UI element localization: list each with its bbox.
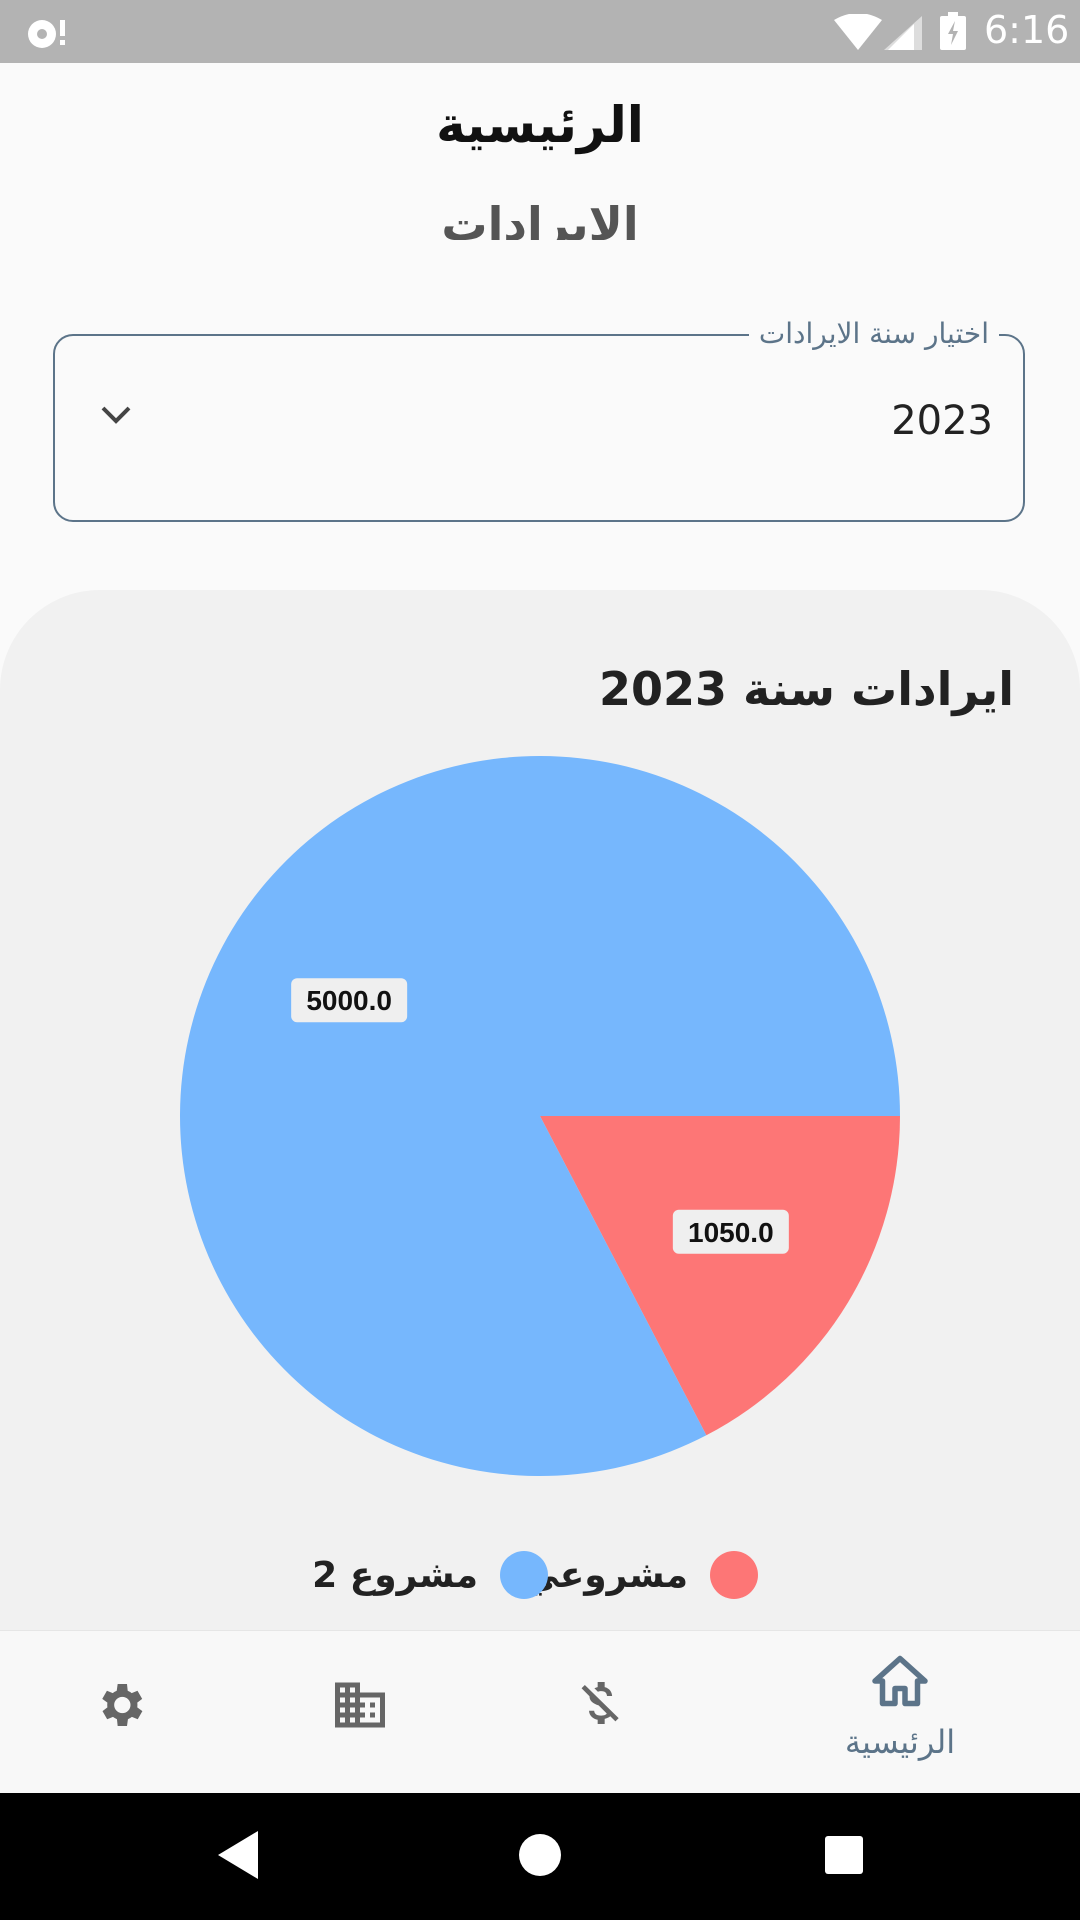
recents-icon[interactable] (824, 1829, 864, 1881)
building-icon (335, 1682, 385, 1728)
pie-slice (180, 756, 901, 1476)
legend-label: مشروعي (523, 1554, 688, 1596)
pie-chart: 1050.0 5000.0 (180, 756, 901, 1476)
back-icon[interactable] (214, 1829, 262, 1881)
wifi-icon (834, 14, 882, 50)
status-bar: 6:16 (0, 0, 1080, 63)
battery-charging-icon (940, 12, 966, 50)
nav-item-settings[interactable] (20, 1631, 220, 1794)
notification-icon (28, 20, 65, 48)
nav-item-home[interactable]: الرئيسية (800, 1631, 1000, 1794)
bottom-navigation: الرئيسية (0, 1630, 1080, 1794)
svg-text:5000.0: 5000.0 (306, 985, 392, 1016)
legend-label: مشروع 2 (312, 1554, 478, 1596)
money-off-icon (581, 1682, 619, 1724)
pie-data-label: 1050.0 (672, 1209, 789, 1254)
chart-title: ايرادات سنة 2023 (599, 662, 1014, 716)
nav-label-home: الرئيسية (844, 1723, 956, 1761)
settings-icon (102, 1684, 143, 1726)
year-select-label: اختيار سنة الايرادات (748, 314, 999, 354)
home-icon (872, 1655, 928, 1707)
subtitle-container: الايرادات (0, 180, 1080, 240)
system-navigation-bar (0, 1793, 1080, 1920)
year-select-value: 2023 (891, 398, 993, 444)
pie-slice (540, 1116, 900, 1436)
chevron-down-icon[interactable] (99, 398, 133, 432)
svg-text:1050.0: 1050.0 (688, 1217, 774, 1248)
page-title: الرئيسية (436, 96, 644, 154)
legend-item: مشروع 2 (312, 1540, 548, 1610)
home-circle-icon[interactable] (518, 1829, 562, 1881)
legend-swatch (500, 1551, 548, 1599)
legend-item: مشروعي (523, 1540, 758, 1610)
year-select[interactable]: اختيار سنة الايرادات 2023 (53, 314, 1025, 522)
pie-data-label: 5000.0 (291, 978, 408, 1023)
chart-legend: مشروعي مشروع 2 (0, 1540, 1080, 1610)
nav-item-revenues[interactable] (500, 1631, 700, 1794)
legend-swatch (710, 1551, 758, 1599)
status-time: 6:16 (984, 8, 1070, 52)
nav-item-buildings[interactable] (260, 1631, 460, 1794)
page-subtitle: الايرادات (441, 197, 639, 240)
signal-icon (884, 16, 922, 50)
